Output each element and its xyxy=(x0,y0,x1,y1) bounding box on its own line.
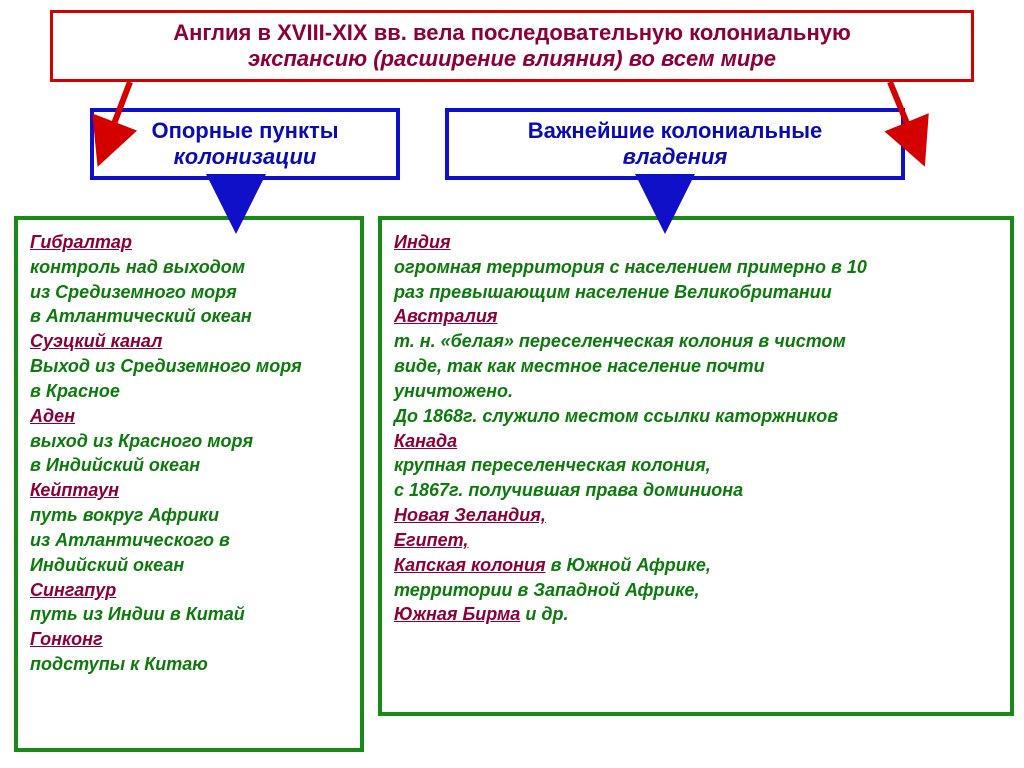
heading: Южная Бирма xyxy=(394,604,520,624)
content-right: Индия огромная территория с населением пр… xyxy=(378,216,1014,716)
heading: Гибралтар xyxy=(30,232,132,252)
desc-line: из Средиземного моря xyxy=(30,280,348,305)
heading: Австралия xyxy=(394,306,497,326)
content-left: Гибралтар контроль над выходомиз Средизем… xyxy=(14,216,364,752)
heading: Суэцкий канал xyxy=(30,331,162,351)
desc-line: До 1868г. служило местом ссылки каторжни… xyxy=(394,404,998,429)
desc-line: подступы к Китаю xyxy=(30,652,348,677)
heading: Канада xyxy=(394,431,457,451)
heading: Индия xyxy=(394,232,451,252)
desc-line: в Индийский океан xyxy=(30,453,348,478)
desc-line: огромная территория с населением примерн… xyxy=(394,255,998,280)
desc-line: т. н. «белая» переселенческая колония в … xyxy=(394,329,998,354)
heading: Египет, xyxy=(394,530,468,550)
heading: Аден xyxy=(30,406,75,426)
desc-line: территории в Западной Африке, xyxy=(394,578,998,603)
desc-line: уничтожено. xyxy=(394,379,998,404)
desc-line: виде, так как местное население почти xyxy=(394,354,998,379)
sub-box-left: Опорные пункты колонизации xyxy=(90,108,400,180)
sub-box-right: Важнейшие колониальные владения xyxy=(445,108,905,180)
desc-line: выход из Красного моря xyxy=(30,429,348,454)
desc-line: путь вокруг Африки xyxy=(30,503,348,528)
heading: Гонконг xyxy=(30,629,103,649)
heading: Кейптаун xyxy=(30,480,119,500)
heading: Сингапур xyxy=(30,580,116,600)
desc-line: раз превышающим население Великобритании xyxy=(394,280,998,305)
desc-line: крупная переселенческая колония, xyxy=(394,453,998,478)
heading: Капская колония xyxy=(394,555,546,575)
sub-right-l1: Важнейшие колониальные xyxy=(528,118,823,144)
desc-line: Выход из Средиземного моря xyxy=(30,354,348,379)
desc-line: из Атлантического в xyxy=(30,528,348,553)
title-line1: Англия в XVIII-XIX вв. вела последовател… xyxy=(173,20,851,46)
desc-line: путь из Индии в Китай xyxy=(30,602,348,627)
desc-line: в Красное xyxy=(30,379,348,404)
heading-tail: в Южной Африке, xyxy=(546,555,711,575)
sub-left-l1: Опорные пункты xyxy=(151,118,338,144)
sub-right-l2: владения xyxy=(623,144,728,170)
heading: Новая Зеландия, xyxy=(394,505,546,525)
desc-line: в Атлантический океан xyxy=(30,304,348,329)
desc-line: Индийский океан xyxy=(30,553,348,578)
title-box: Англия в XVIII-XIX вв. вела последовател… xyxy=(50,10,974,82)
title-line2: экспансию (расширение влияния) во всем м… xyxy=(248,46,776,72)
heading-tail: и др. xyxy=(520,604,568,624)
desc-line: с 1867г. получившая права доминиона xyxy=(394,478,998,503)
sub-left-l2: колонизации xyxy=(174,144,317,170)
desc-line: контроль над выходом xyxy=(30,255,348,280)
